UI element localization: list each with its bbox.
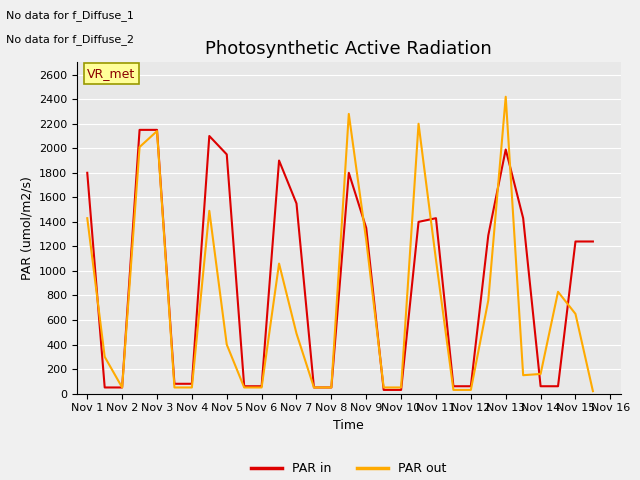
Title: Photosynthetic Active Radiation: Photosynthetic Active Radiation [205,40,492,58]
Y-axis label: PAR (umol/m2/s): PAR (umol/m2/s) [20,176,33,280]
X-axis label: Time: Time [333,419,364,432]
Text: No data for f_Diffuse_2: No data for f_Diffuse_2 [6,34,134,45]
Legend: PAR in, PAR out: PAR in, PAR out [246,457,451,480]
Text: No data for f_Diffuse_1: No data for f_Diffuse_1 [6,10,134,21]
Text: VR_met: VR_met [87,67,136,80]
